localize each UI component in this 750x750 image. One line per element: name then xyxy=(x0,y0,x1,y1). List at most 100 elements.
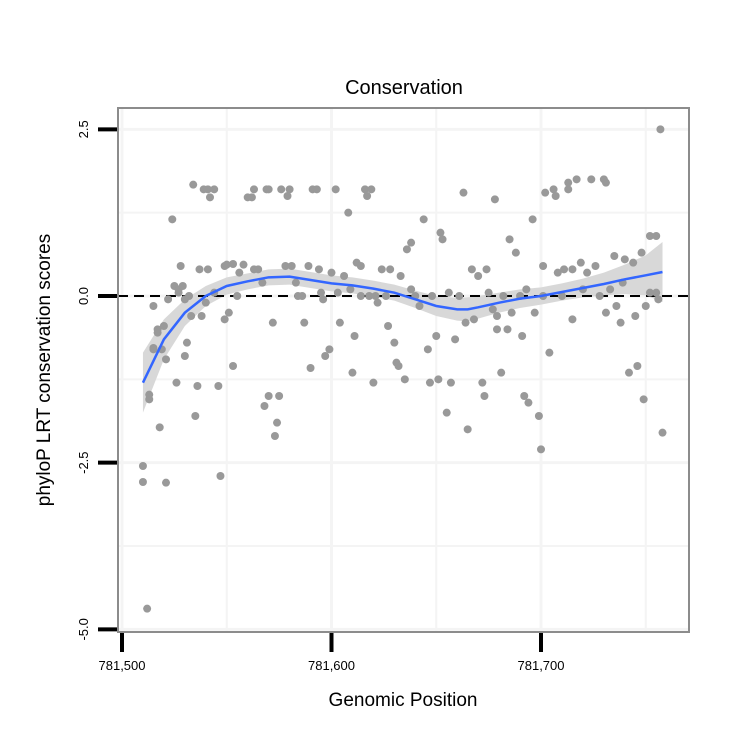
data-point xyxy=(518,332,527,341)
data-point xyxy=(568,265,577,274)
data-point xyxy=(511,248,520,257)
data-point xyxy=(442,408,451,417)
data-point xyxy=(407,238,416,247)
data-point xyxy=(467,265,476,274)
data-point xyxy=(524,398,533,407)
data-point xyxy=(344,208,353,217)
data-point xyxy=(264,392,273,401)
data-point xyxy=(304,261,313,270)
data-point xyxy=(539,261,548,270)
data-point xyxy=(381,292,390,300)
data-point xyxy=(386,265,395,274)
data-point xyxy=(159,322,168,331)
data-point xyxy=(459,188,468,197)
data-point xyxy=(461,318,470,327)
data-point xyxy=(425,378,434,387)
data-point xyxy=(564,185,573,194)
data-point xyxy=(549,185,558,194)
data-point xyxy=(333,288,342,297)
smooth-line xyxy=(141,270,663,384)
data-point xyxy=(149,302,158,311)
data-point xyxy=(312,185,321,194)
data-point xyxy=(541,188,550,197)
data-point xyxy=(348,368,357,377)
data-point xyxy=(639,395,648,404)
data-point xyxy=(528,215,537,224)
data-point xyxy=(187,312,196,321)
data-point xyxy=(557,292,566,300)
data-point xyxy=(319,295,328,304)
data-point xyxy=(161,478,170,487)
data-point xyxy=(317,288,326,297)
data-point xyxy=(220,315,229,324)
data-point xyxy=(444,288,453,297)
data-point xyxy=(384,322,393,331)
y-tick-label: -2.5 xyxy=(76,451,91,473)
data-point xyxy=(178,281,187,290)
data-point xyxy=(203,185,212,194)
data-point xyxy=(652,288,661,297)
data-point xyxy=(656,125,665,134)
data-point xyxy=(270,432,279,441)
data-point xyxy=(168,215,177,224)
data-point xyxy=(203,265,212,274)
data-point xyxy=(138,478,147,487)
data-point xyxy=(587,175,596,184)
data-point xyxy=(415,302,424,311)
data-point xyxy=(490,195,499,204)
data-point xyxy=(335,318,344,327)
data-point xyxy=(325,345,334,354)
data-point xyxy=(281,261,290,270)
data-point xyxy=(275,392,284,401)
x-axis: 781,500 781,600 781,700 xyxy=(99,633,565,673)
data-point xyxy=(371,292,380,300)
data-point xyxy=(534,412,543,421)
data-points xyxy=(138,125,667,613)
data-point xyxy=(537,445,545,454)
data-point xyxy=(530,308,539,317)
y-tick-label: -5.0 xyxy=(76,618,91,640)
data-point xyxy=(484,288,493,297)
data-point xyxy=(373,298,382,307)
x-tick-label: 781,700 xyxy=(518,658,565,673)
y-axis: 2.5 0.0 -2.5 -5.0 xyxy=(76,120,117,641)
data-point xyxy=(363,191,372,200)
data-point xyxy=(356,261,365,270)
data-point xyxy=(601,178,610,187)
data-point xyxy=(631,312,640,321)
data-point xyxy=(497,368,506,377)
data-point xyxy=(189,180,198,189)
data-point xyxy=(568,315,577,324)
data-point xyxy=(145,390,154,399)
data-point xyxy=(560,265,569,274)
data-point xyxy=(446,378,455,387)
data-point xyxy=(419,215,428,224)
data-point xyxy=(377,265,386,274)
data-point xyxy=(365,292,374,300)
data-point xyxy=(254,265,263,274)
data-point xyxy=(205,193,214,202)
data-point xyxy=(182,338,191,347)
data-point xyxy=(172,378,181,387)
data-point xyxy=(193,382,202,391)
data-point xyxy=(210,185,219,194)
data-point xyxy=(469,315,478,324)
x-tick-label: 781,600 xyxy=(308,658,355,673)
data-point xyxy=(432,332,441,341)
chart-title: Conservation xyxy=(345,77,463,99)
data-point xyxy=(645,288,654,297)
data-point xyxy=(233,292,242,300)
data-point xyxy=(185,292,194,300)
data-point xyxy=(321,352,330,361)
data-point xyxy=(191,412,200,421)
data-point xyxy=(291,278,300,287)
data-point xyxy=(390,338,399,347)
y-tick-label: 2.5 xyxy=(76,120,91,138)
data-point xyxy=(361,185,370,194)
data-point xyxy=(493,312,502,321)
data-point xyxy=(161,355,170,364)
data-point xyxy=(277,185,286,194)
data-point xyxy=(258,278,267,287)
data-point xyxy=(629,258,638,267)
data-point xyxy=(455,292,464,300)
